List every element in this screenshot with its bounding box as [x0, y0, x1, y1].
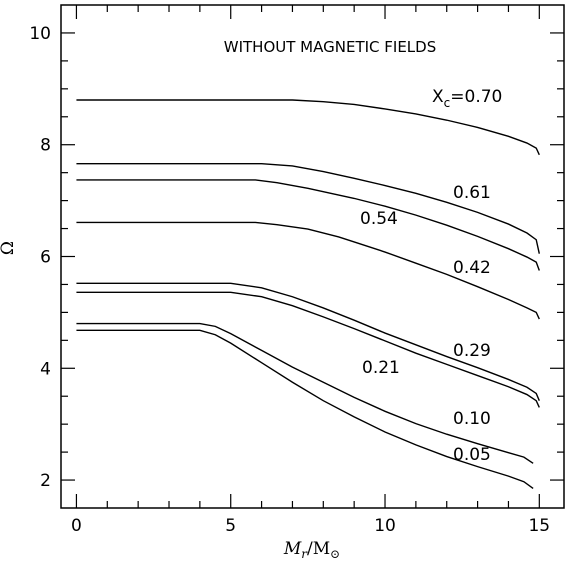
series-curves — [76, 99, 540, 490]
series-label-0.70: Xc=0.70 — [432, 87, 502, 110]
y-tick-label: 10 — [29, 24, 51, 44]
chart-title: WITHOUT MAGNETIC FIELDS — [224, 38, 436, 56]
axis-ticks — [61, 5, 564, 508]
x-tick-label: 5 — [225, 516, 236, 536]
series-line-0.05 — [76, 329, 534, 490]
x-tick-label: 10 — [374, 516, 396, 536]
series-line-0.42 — [76, 221, 540, 320]
tick-labels: 0 5 10 15 2 4 6 8 10 — [29, 24, 550, 536]
series-label-0.10: 0.10 — [453, 409, 491, 429]
series-label-0.05: 0.05 — [453, 445, 491, 465]
y-tick-label: 4 — [40, 359, 51, 379]
series-line-0.70 — [76, 99, 540, 156]
y-axis-label: Ω — [0, 241, 18, 255]
series-line-0.21 — [76, 291, 540, 408]
x-axis-label: Mr/M⊙ — [283, 539, 340, 561]
series-label-0.54: 0.54 — [360, 209, 398, 229]
series-label-0.21: 0.21 — [362, 358, 400, 378]
series-label-0.61: 0.61 — [453, 183, 491, 203]
x-tick-label: 15 — [528, 516, 550, 536]
series-line-0.29 — [76, 282, 540, 401]
y-tick-label: 6 — [40, 248, 51, 268]
series-line-0.54 — [76, 179, 540, 271]
x-tick-label: 0 — [71, 516, 82, 536]
series-line-0.10 — [76, 322, 534, 464]
plot-frame — [60, 4, 565, 509]
y-tick-label: 2 — [40, 471, 51, 491]
series-label-0.42: 0.42 — [453, 258, 491, 278]
series-line-0.61 — [76, 163, 540, 254]
series-label-0.29: 0.29 — [453, 341, 491, 361]
y-tick-label: 8 — [40, 136, 51, 156]
